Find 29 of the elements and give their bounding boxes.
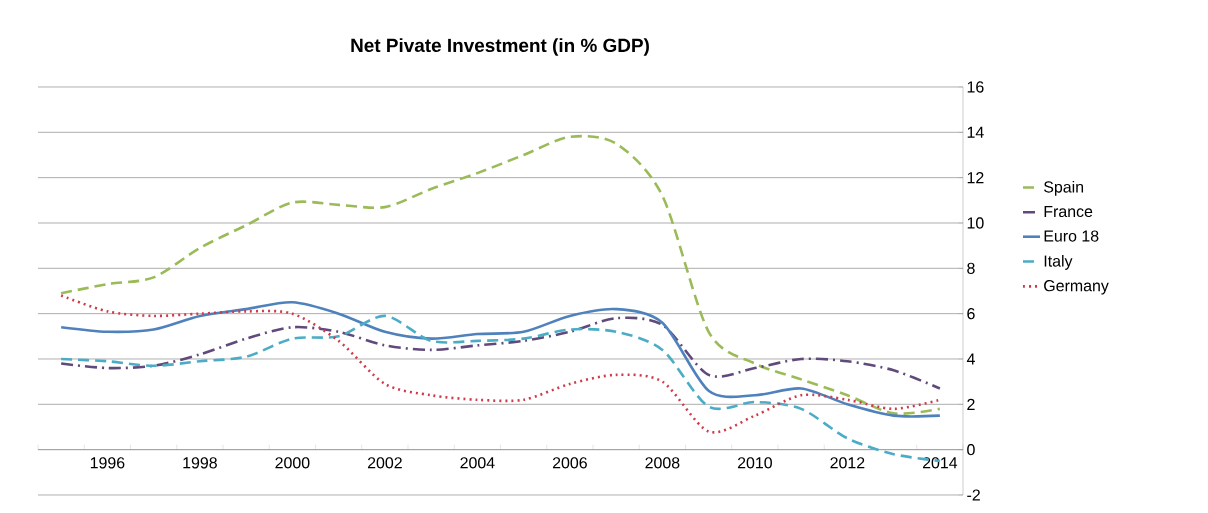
x-tick-label: 2014 [922,457,958,469]
legend-label: Germany [1044,280,1109,295]
y-tick-label: 14 [967,126,984,138]
x-tick-label: 2012 [830,457,865,469]
legend-label: France [1044,205,1093,218]
x-tick-label: 2006 [552,457,587,469]
y-tick-label: 2 [967,398,975,410]
y-tick-label: 12 [967,172,984,184]
y-tick-label: -2 [967,489,980,501]
line-series [59,134,942,415]
line-series [59,316,942,390]
legend-label: Spain [1044,180,1084,196]
x-tick-label: 2008 [645,457,680,469]
y-tick-label: 8 [967,262,975,274]
y-tick-label: 6 [967,308,975,320]
legend-label: Italy [1044,255,1073,270]
legend-label: Euro 18 [1044,230,1099,242]
x-tick-label: 2000 [275,457,310,469]
x-tick-label: 1996 [90,457,125,469]
y-tick-label: 4 [966,353,975,365]
x-tick-label: 2002 [367,457,402,469]
line-series [59,301,942,418]
x-tick-label: 1998 [183,457,217,469]
chart-title: Net Pivate Investment (in % GDP) [351,38,649,56]
y-tick-label: 0 [967,444,975,456]
x-tick-label: 2010 [737,457,772,469]
x-tick-label: 2004 [460,457,495,469]
y-tick-label: 10 [967,217,984,229]
y-tick-label: 16 [967,81,984,93]
